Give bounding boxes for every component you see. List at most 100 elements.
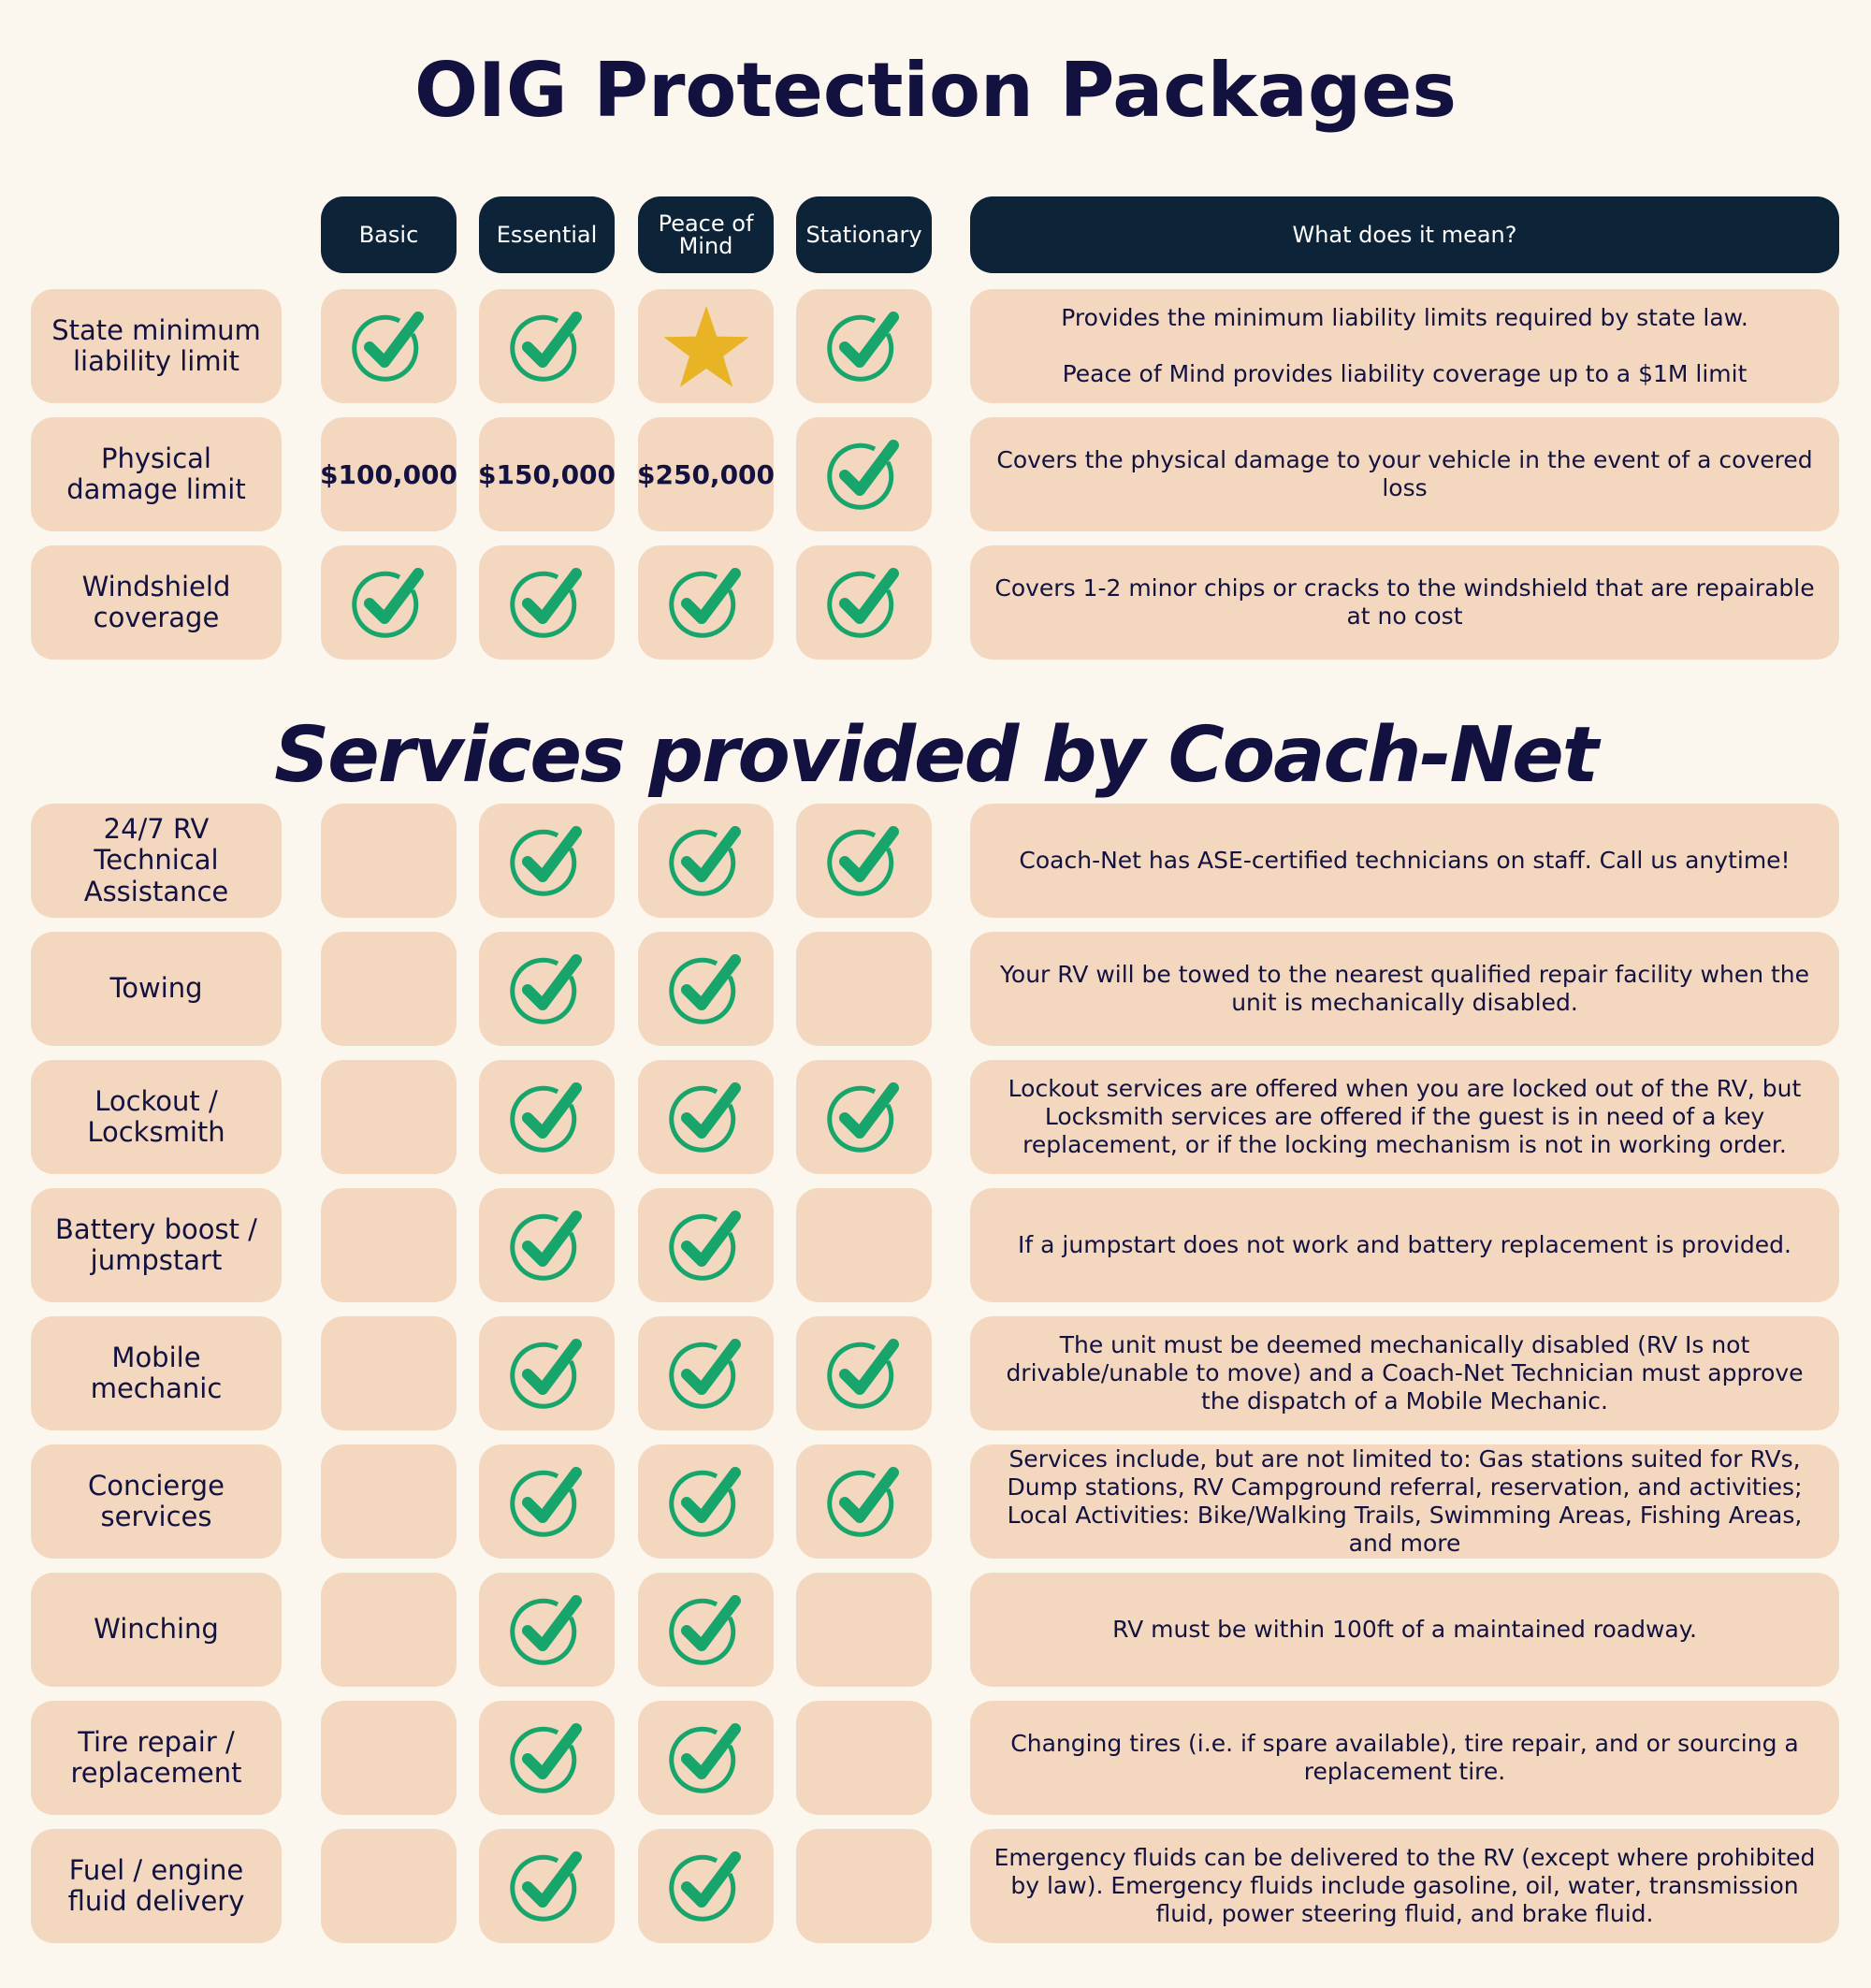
- description: Lockout services are offered when you ar…: [970, 1060, 1839, 1174]
- check-circle: [509, 571, 576, 638]
- description: The unit must be deemed mechanically dis…: [970, 1316, 1839, 1430]
- package-cell: [638, 1316, 774, 1430]
- row-label: Physical damage limit: [31, 417, 282, 531]
- check-mark: [680, 1211, 741, 1267]
- package-cell: [638, 1573, 774, 1687]
- check-circle: [826, 314, 893, 382]
- description-text: Your RV will be towed to the nearest qua…: [999, 961, 1810, 1016]
- check-icon: [668, 1082, 741, 1153]
- package-cell: [321, 1316, 457, 1430]
- check-mark: [680, 568, 741, 624]
- check-mark: [838, 1467, 899, 1523]
- check-circle: [509, 1342, 576, 1409]
- check-mark: [680, 1339, 741, 1395]
- check-icon: [509, 954, 582, 1024]
- check-mark: [521, 1851, 582, 1908]
- check-mark: [363, 312, 424, 368]
- description: Covers the physical damage to your vehic…: [970, 417, 1839, 531]
- row-label: Towing: [31, 932, 282, 1046]
- check-circle: [509, 829, 576, 896]
- check-icon: [509, 1851, 582, 1922]
- package-cell: [796, 1188, 932, 1302]
- check-mark: [838, 1082, 899, 1139]
- column-header: Basic: [321, 196, 457, 273]
- package-cell: [796, 804, 932, 918]
- package-cell: [796, 1701, 932, 1815]
- check-mark: [521, 1595, 582, 1651]
- package-cell: [796, 1060, 932, 1174]
- package-cell: [479, 289, 615, 403]
- check-mark: [680, 826, 741, 882]
- description-text: Covers 1-2 minor chips or cracks to the …: [994, 574, 1815, 630]
- description: Your RV will be towed to the nearest qua…: [970, 932, 1839, 1046]
- check-circle: [668, 829, 735, 896]
- package-cell: [638, 1829, 774, 1943]
- package-cell: $150,000: [478, 417, 616, 531]
- description-text: The unit must be deemed mechanically dis…: [1006, 1331, 1804, 1415]
- check-icon: [826, 1467, 899, 1537]
- check-circle: [826, 1470, 893, 1537]
- column-header: What does it mean?: [970, 196, 1839, 273]
- package-cell: [796, 1829, 932, 1943]
- check-circle: [509, 1726, 576, 1793]
- check-mark: [521, 1211, 582, 1267]
- package-cell: $250,000: [637, 417, 775, 531]
- check-icon: [509, 1467, 582, 1537]
- description-text: Peace of Mind provides liability coverag…: [1062, 360, 1748, 387]
- check-circle: [509, 1085, 576, 1153]
- description-text: Services include, but are not limited to…: [1007, 1445, 1803, 1557]
- row-label: Fuel / engine fluid delivery: [31, 1829, 282, 1943]
- package-cell: [321, 1573, 457, 1687]
- package-cell: [638, 1188, 774, 1302]
- package-cell: [479, 1316, 615, 1430]
- check-circle: [668, 1342, 735, 1409]
- check-icon: [826, 312, 899, 382]
- check-circle: [826, 443, 893, 510]
- check-icon: [826, 1082, 899, 1153]
- description: RV must be within 100ft of a maintained …: [970, 1573, 1839, 1687]
- check-mark: [521, 1467, 582, 1523]
- check-icon: [826, 440, 899, 510]
- check-mark: [838, 312, 899, 368]
- row-label: 24/7 RV Technical Assistance: [31, 804, 282, 918]
- check-circle: [826, 829, 893, 896]
- package-cell: [638, 289, 774, 403]
- description: If a jumpstart does not work and battery…: [970, 1188, 1839, 1302]
- description-text: Changing tires (i.e. if spare available)…: [1010, 1730, 1799, 1785]
- check-mark: [680, 1467, 741, 1523]
- check-mark: [521, 312, 582, 368]
- row-label: Winching: [31, 1573, 282, 1687]
- package-cell: [796, 1573, 932, 1687]
- package-cell: [638, 1701, 774, 1815]
- package-cell: [638, 804, 774, 918]
- package-cell: [479, 1188, 615, 1302]
- check-icon: [509, 1339, 582, 1409]
- description-text: Provides the minimum liability limits re…: [1061, 304, 1748, 331]
- package-cell: $100,000: [320, 417, 457, 531]
- package-cell: [321, 1188, 457, 1302]
- check-mark: [838, 568, 899, 624]
- package-cell: [638, 1444, 774, 1559]
- package-cell: [638, 932, 774, 1046]
- limit-value: $150,000: [478, 458, 616, 490]
- check-icon: [668, 1339, 741, 1409]
- description: Emergency fluids can be delivered to the…: [970, 1829, 1839, 1943]
- star-shape: [663, 306, 748, 387]
- check-circle: [509, 957, 576, 1024]
- package-cell: [479, 1701, 615, 1815]
- package-cell: [796, 289, 932, 403]
- description-text: Lockout services are offered when you ar…: [1008, 1075, 1802, 1158]
- check-icon: [668, 568, 741, 638]
- description-text: If a jumpstart does not work and battery…: [1018, 1231, 1791, 1258]
- package-cell: [479, 804, 615, 918]
- description: Coach-Net has ASE-certified technicians …: [970, 804, 1839, 918]
- package-cell: [796, 1316, 932, 1430]
- package-cell: [638, 1060, 774, 1174]
- check-mark: [838, 826, 899, 882]
- package-cell: [321, 1060, 457, 1174]
- star-icon: [663, 306, 748, 387]
- description-text: RV must be within 100ft of a maintained …: [1112, 1616, 1697, 1643]
- check-icon: [509, 1723, 582, 1793]
- row-label: State minimum liability limit: [31, 289, 282, 403]
